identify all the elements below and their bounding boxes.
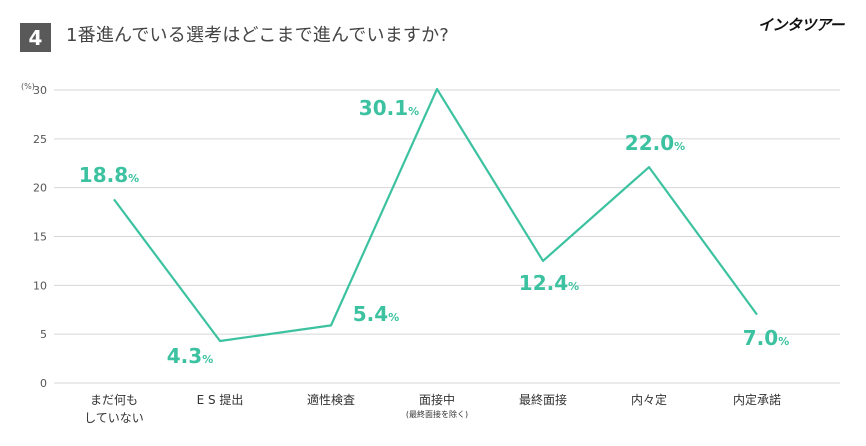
x-tick-label: まだ何も [90, 393, 138, 407]
data-label: 4.3% [167, 344, 213, 368]
x-tick-label: 内定承諾 [733, 392, 781, 407]
chart-title: 1番進んでいる選考はどこまで進んでいますか? [66, 25, 450, 46]
y-tick-label: 25 [33, 133, 47, 146]
x-tick-label: 最終面接 [519, 392, 567, 407]
x-tick-label: 内々定 [631, 392, 667, 407]
y-tick-label: 10 [33, 279, 47, 292]
question-number-badge: 4 [20, 23, 51, 52]
y-tick-label: 15 [33, 231, 47, 244]
series-line [113, 87, 758, 343]
y-tick-label: 30 [33, 84, 47, 97]
data-label: 7.0% [743, 326, 789, 350]
y-tick-label: 20 [33, 182, 47, 195]
brand-logo: インタツアー [757, 16, 845, 34]
data-label: 12.4% [519, 271, 579, 295]
x-tick-label: 適性検査 [307, 392, 355, 407]
x-tick-label: 面接中 [419, 392, 455, 407]
data-label: 5.4% [353, 302, 399, 326]
x-tick-label-line2: (最終面接を除く) [406, 409, 468, 419]
data-label: 18.8% [79, 163, 139, 187]
y-tick-label: 5 [40, 328, 47, 341]
y-tick-label: 0 [40, 377, 47, 390]
data-label: 30.1% [359, 96, 419, 120]
x-tick-label: E S 提出 [197, 392, 244, 407]
y-unit-label: (%) [21, 82, 35, 91]
x-tick-label-line2: していない [84, 411, 144, 425]
data-label: 22.0% [625, 131, 685, 155]
